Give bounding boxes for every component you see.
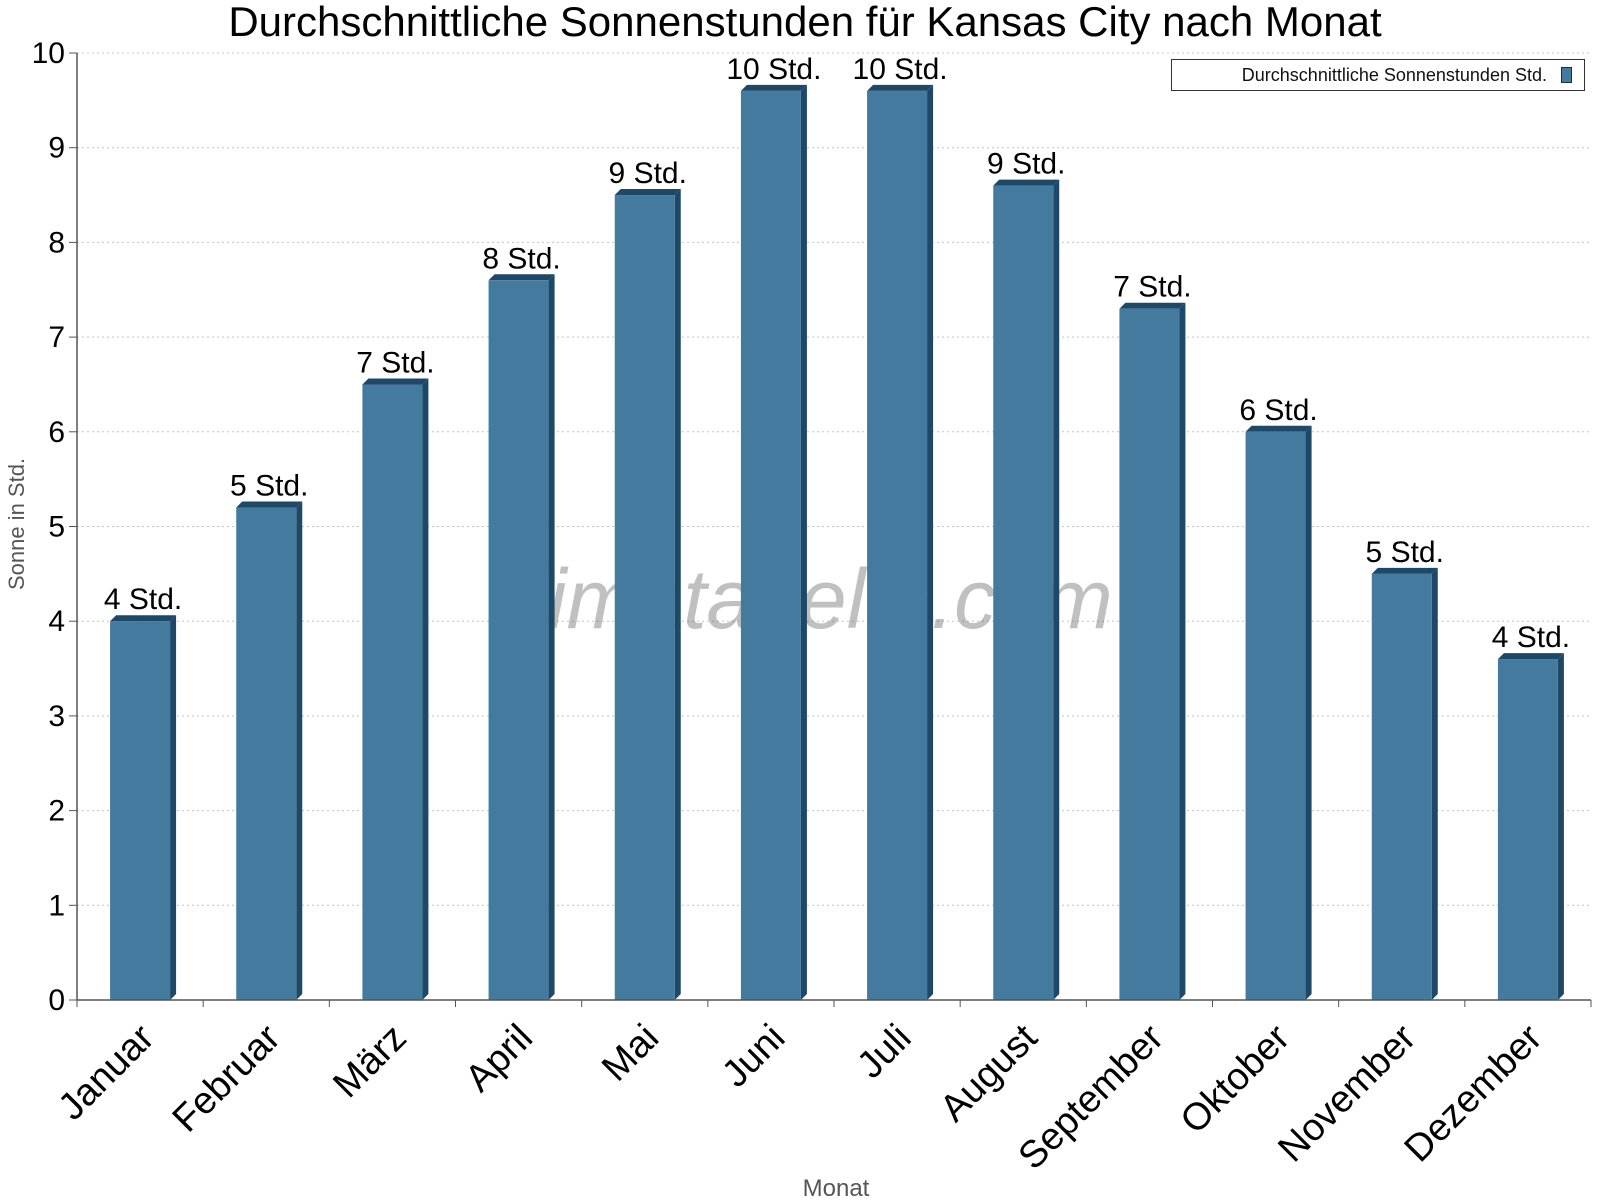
x-tick-label: April [457, 1017, 540, 1100]
y-tick-label: 7 [48, 321, 65, 354]
bar-side [1557, 653, 1564, 1000]
data-label: 8 Std. [482, 242, 560, 275]
bar-face [614, 195, 675, 1001]
bar-top [236, 501, 303, 508]
y-tick-label: 3 [48, 700, 65, 733]
bar-side [1305, 425, 1312, 1000]
bar-september [1119, 302, 1186, 1000]
bar-side [296, 501, 303, 1000]
data-labels: 4 Std. 5 Std. 7 Std. 8 Std. 9 Std. 10 Std. 10 … [104, 53, 1570, 654]
data-label: 10 Std. [726, 53, 821, 86]
bar-märz [362, 378, 429, 1000]
bar-top [740, 84, 807, 91]
data-label: 7 Std. [356, 346, 434, 379]
bar-top [1371, 567, 1438, 574]
bar-side [1053, 179, 1060, 1000]
data-label: 4 Std. [1492, 621, 1570, 654]
bar-top [1119, 302, 1186, 309]
y-tick-label: 0 [48, 984, 65, 1017]
bar-dezember [1497, 653, 1564, 1000]
bar-side [927, 84, 934, 1000]
bar-top [110, 615, 177, 622]
x-tick-label: August [932, 1016, 1046, 1130]
bar-top [1497, 653, 1564, 660]
legend-label: Durchschnittliche Sonnenstunden Std. [1241, 64, 1547, 85]
y-tick-label: 4 [48, 605, 65, 638]
data-label: 9 Std. [609, 157, 687, 190]
y-tick-label: 8 [48, 226, 65, 259]
x-tick-label: Oktober [1173, 1016, 1299, 1142]
bar-face [1119, 308, 1180, 1000]
bar-face [993, 185, 1054, 1000]
legend-swatch [1561, 67, 1572, 83]
data-label: 9 Std. [987, 148, 1065, 181]
chart-title: Durchschnittliche Sonnenstunden für Kans… [228, 0, 1382, 45]
bar-face [1371, 573, 1432, 1000]
bar-side [170, 615, 177, 1000]
bar-oktober [1245, 425, 1312, 1000]
y-tick-label: 1 [48, 889, 65, 922]
y-tick-label: 6 [48, 416, 65, 449]
x-tick-label: Februar [165, 1016, 289, 1140]
bar-side [800, 84, 807, 1000]
bar-face [488, 280, 549, 1000]
y-tick-label: 5 [48, 511, 65, 544]
bar-top [488, 274, 555, 281]
data-label: 5 Std. [1366, 536, 1444, 569]
grid-lines [77, 52, 1591, 906]
bar-juni [740, 84, 807, 1000]
bar-top [614, 189, 681, 196]
bar-face [236, 507, 297, 1000]
bar-februar [236, 501, 303, 1000]
x-tick-label: März [325, 1017, 414, 1106]
data-label: 4 Std. [104, 583, 182, 616]
bar-august [993, 179, 1060, 1000]
y-axis-title: Sonne in Std. [4, 458, 29, 590]
bar-november [1371, 567, 1438, 1000]
bar-side [1179, 302, 1186, 1000]
bar-side [548, 274, 555, 1000]
bar-face [867, 90, 928, 1000]
bar-face [110, 621, 171, 1000]
x-tick-label: Juli [849, 1017, 919, 1087]
x-tick-label: Juni [714, 1017, 793, 1096]
bar-april [488, 274, 555, 1000]
data-label: 5 Std. [230, 470, 308, 503]
bar-face [1245, 431, 1306, 1000]
x-tick-label: Mai [594, 1017, 667, 1090]
data-label: 7 Std. [1113, 271, 1191, 304]
bars [110, 84, 1564, 1001]
x-axis-title: Monat [803, 1175, 870, 1200]
y-tick-label: 2 [48, 795, 65, 828]
bar-side [674, 189, 681, 1001]
x-tick-label: Dezember [1397, 1016, 1551, 1170]
x-tick-label: November [1270, 1016, 1424, 1170]
legend: Durchschnittliche Sonnenstunden Std. [1171, 59, 1585, 91]
bar-januar [110, 615, 177, 1000]
bar-side [422, 378, 429, 1000]
data-label: 6 Std. [1239, 394, 1317, 427]
data-label: 10 Std. [853, 53, 948, 86]
x-tick-label: Januar [51, 1016, 163, 1128]
bar-top [993, 179, 1060, 186]
bar-face [1497, 659, 1558, 1000]
bar-top [867, 84, 934, 91]
y-tick-label: 10 [32, 37, 65, 70]
bar-face [740, 90, 801, 1000]
bar-top [1245, 425, 1312, 432]
bar-top [362, 378, 429, 385]
bar-side [1431, 567, 1438, 1000]
bar-juli [867, 84, 934, 1000]
y-tick-label: 9 [48, 132, 65, 165]
bar-mai [614, 189, 681, 1001]
bar-face [362, 384, 423, 1000]
